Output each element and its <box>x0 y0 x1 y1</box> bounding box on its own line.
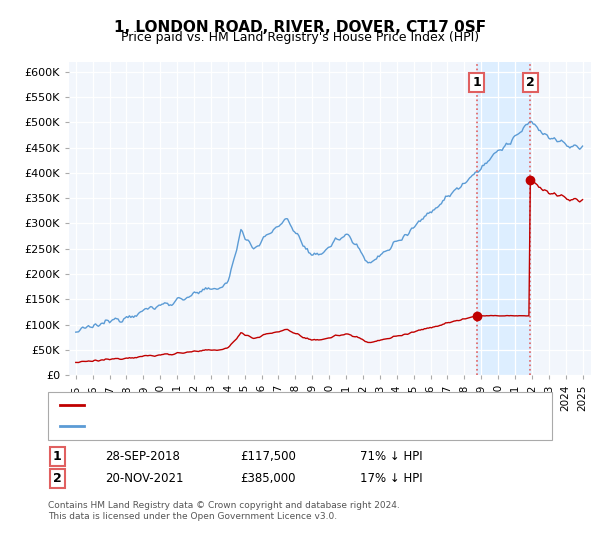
Text: 28-SEP-2018: 28-SEP-2018 <box>105 450 180 463</box>
Text: 1: 1 <box>473 76 481 90</box>
Text: 17% ↓ HPI: 17% ↓ HPI <box>360 472 422 486</box>
Text: 20-NOV-2021: 20-NOV-2021 <box>105 472 184 486</box>
Text: 2: 2 <box>526 76 535 90</box>
Text: £117,500: £117,500 <box>240 450 296 463</box>
Text: 1, LONDON ROAD, RIVER, DOVER, CT17 0SF: 1, LONDON ROAD, RIVER, DOVER, CT17 0SF <box>114 20 486 35</box>
Text: Price paid vs. HM Land Registry's House Price Index (HPI): Price paid vs. HM Land Registry's House … <box>121 31 479 44</box>
Text: 71% ↓ HPI: 71% ↓ HPI <box>360 450 422 463</box>
Text: £385,000: £385,000 <box>240 472 296 486</box>
Bar <box>477 62 530 375</box>
Text: 2: 2 <box>53 472 61 486</box>
Text: Contains HM Land Registry data © Crown copyright and database right 2024.
This d: Contains HM Land Registry data © Crown c… <box>48 501 400 521</box>
Text: HPI: Average price, detached house, Dover: HPI: Average price, detached house, Dove… <box>90 421 314 431</box>
Text: 1, LONDON ROAD, RIVER, DOVER, CT17 0SF (detached house): 1, LONDON ROAD, RIVER, DOVER, CT17 0SF (… <box>90 400 414 410</box>
Text: 1: 1 <box>53 450 61 463</box>
